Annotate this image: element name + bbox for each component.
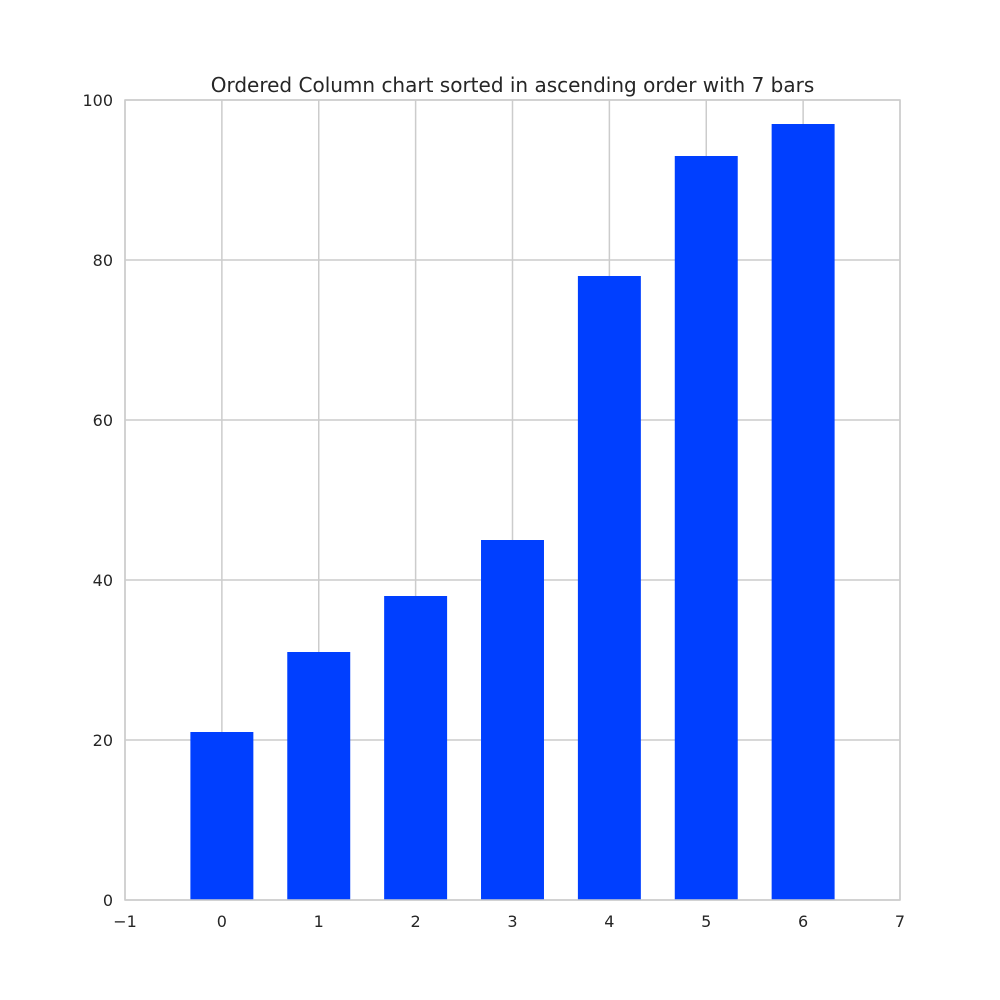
bar-2: [384, 596, 448, 900]
bar-0: [190, 732, 254, 900]
x-tick-label: 3: [507, 912, 517, 931]
bar-1: [287, 652, 351, 900]
x-tick-label: 2: [411, 912, 421, 931]
bar-4: [577, 276, 641, 900]
x-axis-tick-labels: −1 0 1 2 3 4 5 6 7: [113, 912, 905, 931]
bar-5: [674, 156, 738, 900]
y-tick-label: 0: [103, 891, 113, 910]
x-tick-label: 1: [314, 912, 324, 931]
x-tick-label: 5: [701, 912, 711, 931]
chart-title: Ordered Column chart sorted in ascending…: [211, 73, 815, 97]
y-tick-label: 20: [93, 731, 113, 750]
y-tick-label: 60: [93, 411, 113, 430]
bars: [190, 124, 835, 900]
x-tick-label: 6: [798, 912, 808, 931]
y-tick-label: 40: [93, 571, 113, 590]
bar-6: [771, 124, 835, 900]
y-tick-label: 100: [82, 91, 113, 110]
y-tick-label: 80: [93, 251, 113, 270]
bar-3: [481, 540, 544, 900]
plot-frame: [124, 99, 901, 901]
x-tick-label: −1: [113, 912, 137, 931]
x-tick-label: 7: [895, 912, 905, 931]
x-tick-label: 4: [604, 912, 614, 931]
y-axis-tick-labels: 0 20 40 60 80 100: [82, 91, 113, 910]
x-tick-label: 0: [217, 912, 227, 931]
